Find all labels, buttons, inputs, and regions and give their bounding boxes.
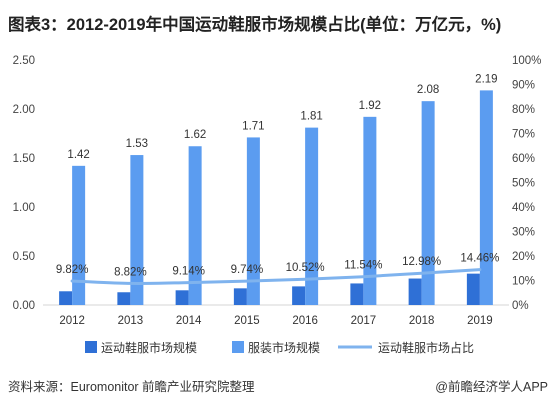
y-right-tick-label: 60% xyxy=(512,153,535,165)
bar-sportswear-2012 xyxy=(59,291,73,305)
legend-label-sportswear: 运动鞋服市场规模 xyxy=(101,340,197,355)
chart-axes: 0.00 0.50 1.00 1.50 2.00 2.50 0% 10% 20% 30% 40% 50… xyxy=(13,55,542,327)
y-right-tick-label: 0% xyxy=(512,300,529,312)
y-right-tick-label: 10% xyxy=(512,276,535,288)
x-tick-label: 2015 xyxy=(234,315,260,327)
x-tick-label: 2019 xyxy=(467,315,493,327)
y-right-tick-label: 30% xyxy=(512,227,535,239)
line-share-label-2017: 11.54% xyxy=(344,260,382,272)
y-right-tick-label: 80% xyxy=(512,104,535,116)
bar-apparel-label-2014: 1.62 xyxy=(184,129,206,141)
bar-sportswear-2017 xyxy=(350,283,364,305)
bar-sportswear-2016 xyxy=(292,286,306,305)
y-left-tick-label: 0.00 xyxy=(13,300,35,312)
bar-apparel-label-2016: 1.81 xyxy=(300,111,322,123)
y-right-tick-label: 20% xyxy=(512,251,535,263)
y-left-tick-label: 2.50 xyxy=(13,55,35,67)
y-left-tick-label: 2.00 xyxy=(13,104,35,116)
line-share-series xyxy=(70,268,482,285)
y-left-tick-label: 1.50 xyxy=(13,153,35,165)
x-tick-label: 2016 xyxy=(292,315,318,327)
bar-apparel-2013 xyxy=(130,155,144,305)
legend-swatch-apparel xyxy=(232,341,244,353)
line-share-label-2012: 9.82% xyxy=(56,264,89,276)
line-share-label-2016: 10.52% xyxy=(286,262,325,274)
legend-swatch-sportswear xyxy=(85,341,97,353)
y-left-tick-label: 0.50 xyxy=(13,251,35,263)
y-left-tick-label: 1.00 xyxy=(13,202,35,214)
bar-apparel-label-2019: 2.19 xyxy=(475,73,497,85)
y-right-tick-label: 90% xyxy=(512,80,535,92)
chart-marks: 1.42 1.53 1.62 1.71 1.81 1.92 2.08 2.19 9.82% 8.8… xyxy=(56,73,499,306)
line-share-label-2015: 9.74% xyxy=(231,264,264,276)
line-share-label-2013: 8.82% xyxy=(114,266,147,278)
x-tick-label: 2012 xyxy=(59,315,85,327)
bar-apparel-2016 xyxy=(305,127,319,306)
source-note: 资料来源：Euromonitor 前瞻产业研究院整理 xyxy=(8,380,255,394)
bar-apparel-2014 xyxy=(188,146,202,305)
x-tick-label: 2014 xyxy=(176,315,202,327)
bar-apparel-label-2017: 1.92 xyxy=(359,100,381,112)
bar-sportswear-2014 xyxy=(175,290,189,305)
x-tick-label: 2013 xyxy=(118,315,144,327)
bar-sportswear-2019 xyxy=(466,273,480,305)
bar-sportswear-2018 xyxy=(408,278,422,305)
bar-apparel-2015 xyxy=(246,137,260,305)
bar-sportswear-2015 xyxy=(233,288,247,305)
legend-label-apparel: 服装市场规模 xyxy=(248,340,320,355)
bar-apparel-2012 xyxy=(72,165,86,305)
bar-apparel-2019 xyxy=(479,90,493,305)
bar-apparel-label-2018: 2.08 xyxy=(417,84,439,96)
bar-apparel-label-2012: 1.42 xyxy=(67,149,89,161)
bar-apparel-label-2015: 1.71 xyxy=(242,120,264,132)
bar-sportswear-2013 xyxy=(117,292,131,305)
line-share-label-2014: 9.14% xyxy=(172,266,205,278)
legend-label-share: 运动鞋服市场占比 xyxy=(378,340,474,355)
x-tick-label: 2017 xyxy=(351,315,377,327)
y-right-tick-label: 100% xyxy=(512,55,541,67)
bar-apparel-label-2013: 1.53 xyxy=(126,138,148,150)
y-right-tick-label: 70% xyxy=(512,129,535,141)
y-right-tick-label: 50% xyxy=(512,178,535,190)
chart-title: 图表3：2012-2019年中国运动鞋服市场规模占比(单位：万亿元，%) xyxy=(8,16,502,34)
bar-apparel-2017 xyxy=(363,116,377,305)
x-tick-label: 2018 xyxy=(409,315,435,327)
bar-apparel-2018 xyxy=(421,101,435,305)
credit-note: @前瞻经济学人APP xyxy=(435,380,548,394)
chart-legend: 运动鞋服市场规模 服装市场规模 运动鞋服市场占比 xyxy=(85,340,474,355)
line-share-label-2019: 14.46% xyxy=(460,253,499,265)
line-share-label-2018: 12.98% xyxy=(402,256,441,268)
y-right-tick-label: 40% xyxy=(512,202,535,214)
